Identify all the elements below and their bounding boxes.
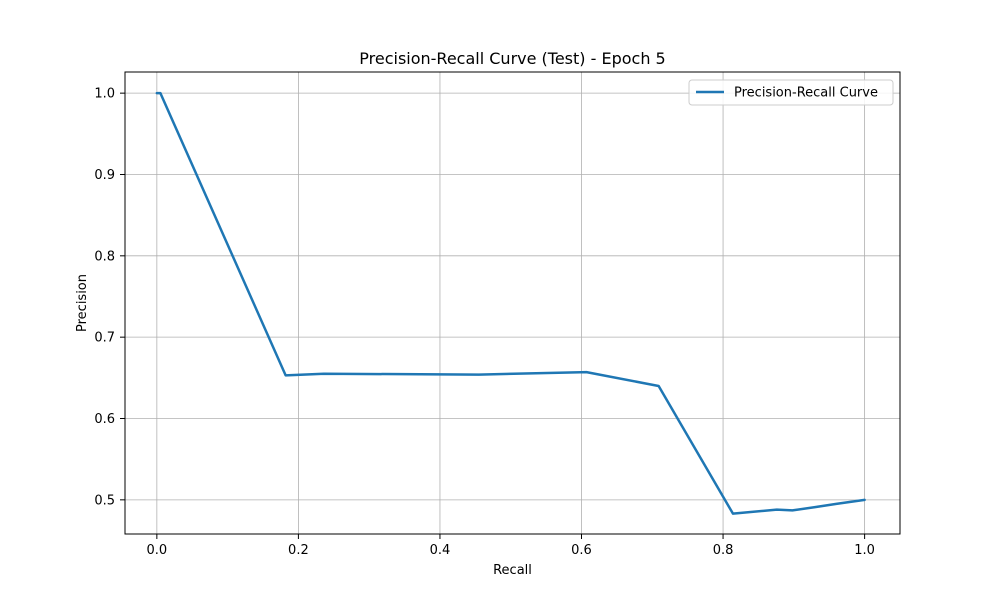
legend: Precision-Recall Curve	[688, 79, 894, 106]
grid-lines	[125, 72, 900, 534]
y-axis-ticks: 0.5 0.6 0.7 0.8 0.9 1.0	[94, 87, 125, 508]
legend-box	[688, 79, 894, 106]
x-axis-label: Recall	[493, 563, 532, 578]
series-line	[155, 91, 866, 515]
y-tick-label: 0.9	[94, 168, 115, 183]
y-tick-label: 1.0	[94, 87, 115, 102]
y-axis-label: Precision	[75, 274, 90, 332]
y-tick-label: 0.5	[94, 493, 115, 508]
y-tick-label: 0.6	[94, 412, 115, 427]
x-tick-label: 1.0	[854, 543, 875, 558]
plot-frame	[124, 71, 901, 535]
y-tick-label: 0.8	[94, 249, 115, 264]
x-tick-label: 0.4	[430, 543, 451, 558]
x-tick-label: 0.6	[571, 543, 592, 558]
y-tick-label: 0.7	[94, 331, 115, 346]
x-tick-label: 0.8	[713, 543, 734, 558]
x-tick-label: 0.2	[288, 543, 309, 558]
x-tick-label: 0.0	[147, 543, 168, 558]
legend-entry-label: Precision-Recall Curve	[734, 86, 878, 101]
chart-title: Precision-Recall Curve (Test) - Epoch 5	[359, 49, 665, 68]
x-axis-ticks: 0.0 0.2 0.4 0.6 0.8 1.0	[147, 534, 875, 558]
series-layer	[155, 91, 866, 515]
